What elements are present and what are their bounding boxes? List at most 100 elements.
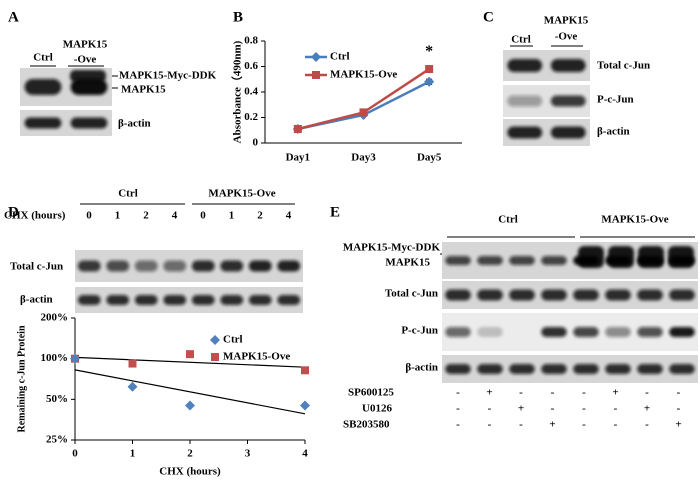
band xyxy=(509,289,535,301)
group-label: MAPK15-Ove xyxy=(208,188,275,200)
blot-label: β-actin xyxy=(405,362,438,374)
band xyxy=(669,364,695,374)
band xyxy=(507,95,543,107)
band xyxy=(277,295,301,305)
blot-label: β-actin xyxy=(597,126,630,138)
band xyxy=(507,126,543,139)
lane-label: 0 xyxy=(86,210,92,222)
band xyxy=(24,79,62,95)
x-tick-label: Day5 xyxy=(417,152,442,164)
y-axis-label: Absorbance（490nm) xyxy=(231,40,244,143)
point xyxy=(424,76,435,87)
lane-label: MAPK15 xyxy=(63,39,108,51)
band xyxy=(191,295,215,305)
treatment-label: CHX (hours) xyxy=(4,210,66,222)
band xyxy=(106,295,130,305)
band xyxy=(477,327,503,337)
band xyxy=(637,289,663,301)
panel-letter: C xyxy=(483,9,494,25)
band xyxy=(637,327,663,337)
band xyxy=(220,260,244,272)
lane-label: -Ove xyxy=(74,54,97,66)
panel-letter: E xyxy=(330,204,340,220)
blot-label: MAPK15 xyxy=(121,84,166,96)
point xyxy=(70,353,80,364)
blot-label: β-actin xyxy=(118,118,151,130)
treatment-sign: - xyxy=(677,387,681,399)
legend-marker xyxy=(210,335,220,345)
lane-label: 2 xyxy=(257,210,263,222)
treatment-sign: + xyxy=(518,403,524,415)
legend-marker xyxy=(312,71,320,79)
band xyxy=(163,260,187,272)
treatment-sign: - xyxy=(456,403,460,415)
point xyxy=(185,400,195,411)
band xyxy=(573,364,599,374)
band xyxy=(608,246,634,268)
band xyxy=(248,295,272,305)
band xyxy=(477,364,503,374)
lane-label: Ctrl xyxy=(511,34,531,46)
point xyxy=(186,350,194,359)
band xyxy=(605,327,631,337)
panel-letter: B xyxy=(233,9,243,25)
band xyxy=(605,364,631,374)
band xyxy=(477,256,503,265)
y-tick-label: 0 xyxy=(253,137,259,149)
band xyxy=(70,117,108,129)
treatment-sign: - xyxy=(519,387,523,399)
x-tick-label: 0 xyxy=(72,448,78,460)
group-label: MAPK15-Ove xyxy=(601,214,668,226)
blot-label: Total c-Jun xyxy=(597,60,650,72)
lane-label: 0 xyxy=(200,210,206,222)
blot-label: MAPK15-Myc-DDK xyxy=(343,242,441,254)
lane-label: 1 xyxy=(229,210,235,222)
treatment-sign: - xyxy=(677,403,681,415)
lane-label: 2 xyxy=(143,210,149,222)
legend-marker xyxy=(211,353,219,361)
band xyxy=(24,117,62,129)
point xyxy=(359,108,368,117)
band xyxy=(541,289,567,301)
treatment-label: SB203580 xyxy=(343,419,390,431)
band xyxy=(669,289,695,301)
trendline xyxy=(74,356,306,368)
band xyxy=(668,246,694,268)
band xyxy=(578,246,604,268)
band xyxy=(477,289,503,301)
treatment-sign: + xyxy=(486,387,492,399)
blot-label: β-actin xyxy=(20,294,53,306)
treatment-sign: - xyxy=(519,419,523,431)
lane-label: -Ove xyxy=(555,31,578,43)
series-line xyxy=(297,80,430,131)
treatment-sign: - xyxy=(614,419,618,431)
treatment-sign: - xyxy=(456,387,460,399)
treatment-sign: - xyxy=(582,403,586,415)
legend-marker xyxy=(311,52,321,62)
band xyxy=(550,59,586,72)
band xyxy=(134,260,158,272)
band xyxy=(541,364,567,374)
band xyxy=(509,364,535,374)
blot-label: Total c-Jun xyxy=(385,288,438,300)
band xyxy=(191,260,215,272)
x-tick-label: Day1 xyxy=(286,152,310,164)
band xyxy=(541,256,567,265)
group-label: Ctrl xyxy=(118,188,138,200)
band xyxy=(445,289,471,301)
band xyxy=(550,126,586,139)
band xyxy=(550,95,586,107)
treatment-sign: - xyxy=(645,387,649,399)
point xyxy=(300,400,310,411)
point xyxy=(293,124,302,133)
treatment-sign: - xyxy=(551,403,555,415)
y-tick-label: 25% xyxy=(46,434,68,446)
treatment-sign: - xyxy=(456,419,460,431)
band xyxy=(541,327,567,337)
panel-letter: A xyxy=(8,9,19,25)
lane-label: 4 xyxy=(286,210,292,222)
lane-label: MAPK15 xyxy=(544,15,589,27)
treatment-sign: + xyxy=(612,387,618,399)
treatment-sign: + xyxy=(549,419,555,431)
